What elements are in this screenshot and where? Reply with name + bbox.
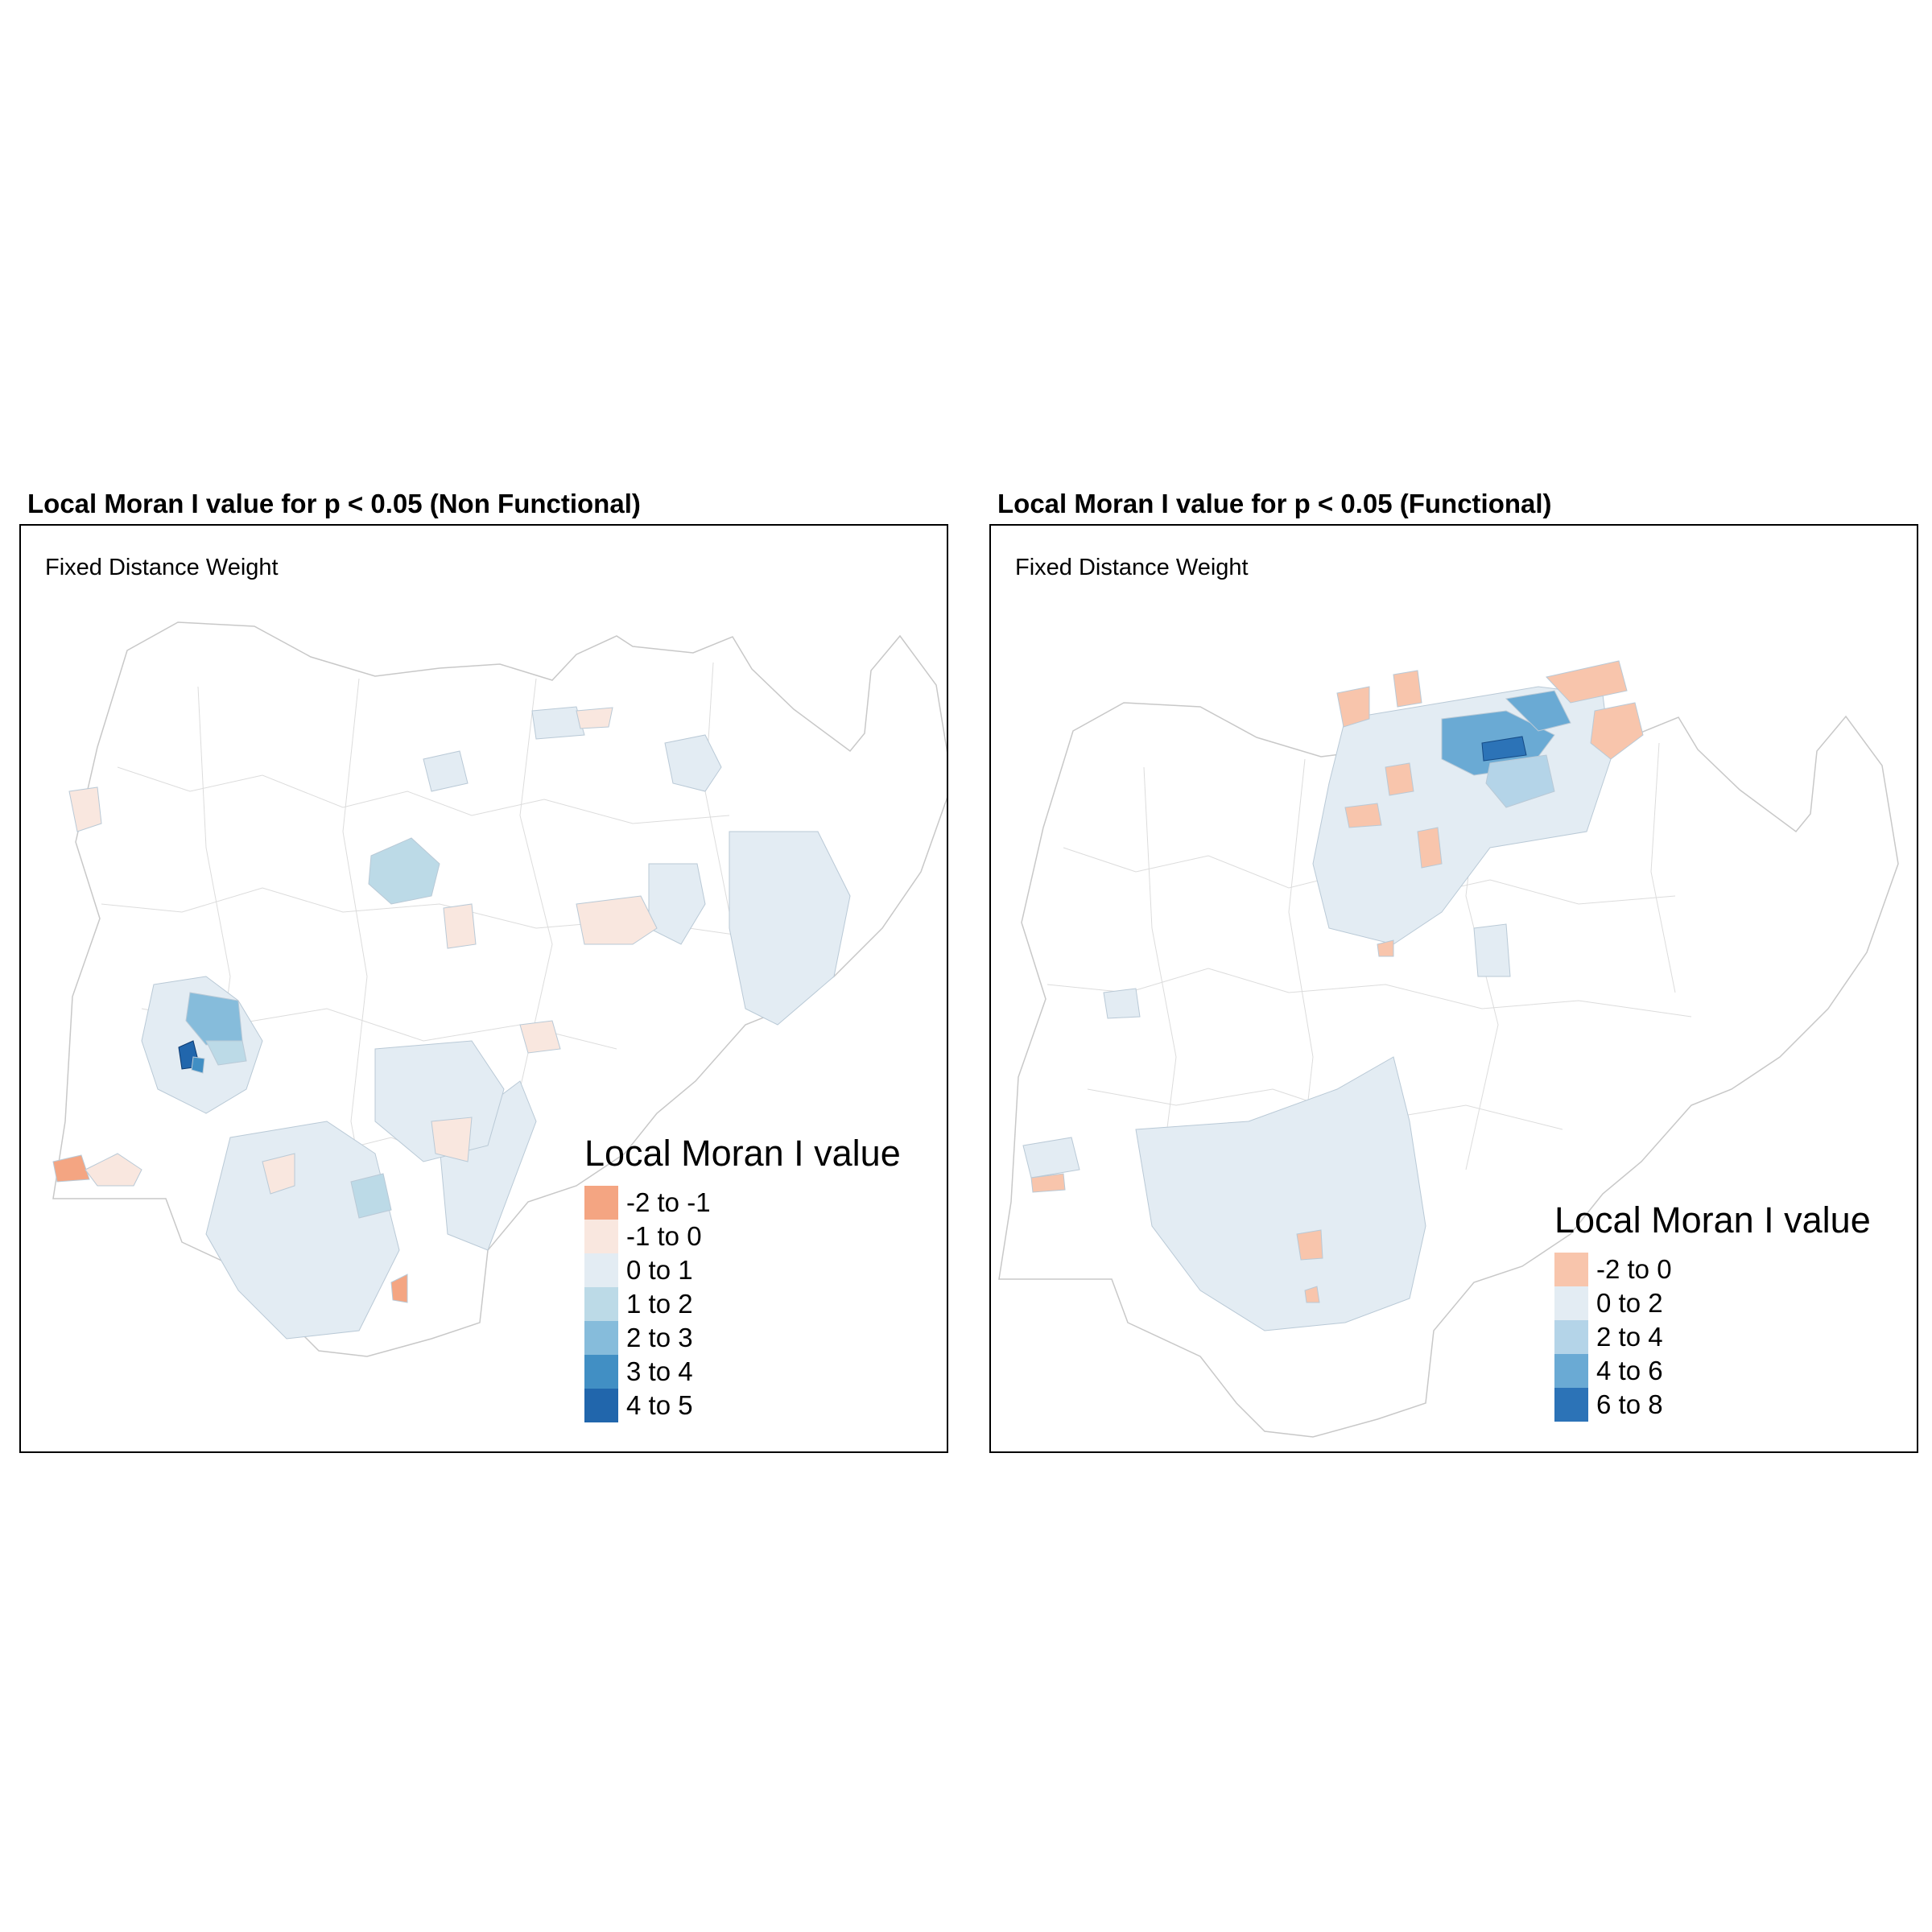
region-hotspot <box>1481 736 1527 762</box>
legend-swatch <box>584 1287 618 1321</box>
shaded-lgas <box>52 706 851 1340</box>
legend-label: 2 to 3 <box>626 1323 693 1352</box>
legend-swatch <box>584 1389 618 1422</box>
legend-swatch <box>584 1355 618 1389</box>
region-hotspot-2 <box>191 1056 205 1074</box>
legend-label: 3 to 4 <box>626 1356 693 1386</box>
legend-swatch <box>584 1186 618 1220</box>
legend-functional: Local Moran I value -2 to 0 0 to 2 2 to … <box>1554 1202 1871 1422</box>
legend-item: 4 to 5 <box>584 1389 901 1422</box>
legend-swatch <box>584 1321 618 1355</box>
panel-title-functional: Local Moran I value for p < 0.05 (Functi… <box>997 489 1552 518</box>
legend-item: 2 to 4 <box>1554 1320 1871 1354</box>
choropleth-map-non-functional <box>52 621 947 1357</box>
choropleth-map-functional <box>998 660 1899 1438</box>
map-frame-non-functional: Fixed Distance Weight <box>19 524 948 1453</box>
legend-item: 2 to 3 <box>584 1321 901 1355</box>
region-west-mid <box>205 1040 247 1066</box>
legend-item: 3 to 4 <box>584 1355 901 1389</box>
legend-swatch <box>1554 1388 1588 1422</box>
map-subtitle: Fixed Distance Weight <box>1015 555 1249 580</box>
legend-item: 0 to 2 <box>1554 1286 1871 1320</box>
shaded-lgas <box>1022 660 1644 1331</box>
region-south-cluster <box>205 1121 400 1340</box>
legend-title: Local Moran I value <box>1554 1199 1871 1241</box>
legend-item: 1 to 2 <box>584 1287 901 1321</box>
legend-label: -2 to -1 <box>626 1187 711 1217</box>
map-frame-functional: Fixed Distance Weight <box>989 524 1918 1453</box>
region-south-cluster <box>1135 1056 1426 1331</box>
legend-item: -2 to -1 <box>584 1186 901 1220</box>
region-northcentral-high <box>368 837 440 905</box>
region-northeast <box>664 734 722 792</box>
legend-title: Local Moran I value <box>584 1133 901 1174</box>
legend-item: 0 to 1 <box>584 1253 901 1287</box>
map-subtitle: Fixed Distance Weight <box>45 555 279 580</box>
region-east <box>729 831 851 1026</box>
legend-label: -2 to 0 <box>1596 1254 1672 1284</box>
region-southwest-neg <box>52 1154 90 1183</box>
region-central <box>374 1040 505 1162</box>
legend-swatch <box>1554 1286 1588 1320</box>
panel-title-non-functional: Local Moran I value for p < 0.05 (Non Fu… <box>27 489 641 518</box>
legend-item: -1 to 0 <box>584 1220 901 1253</box>
legend-item: 6 to 8 <box>1554 1388 1871 1422</box>
legend-label: 0 to 2 <box>1596 1288 1663 1318</box>
legend-swatch <box>584 1253 618 1287</box>
legend-item: -2 to 0 <box>1554 1253 1871 1286</box>
legend-item: 4 to 6 <box>1554 1354 1871 1388</box>
legend-label: 4 to 5 <box>626 1390 693 1420</box>
legend-swatch <box>1554 1354 1588 1388</box>
legend-label: 0 to 1 <box>626 1255 693 1285</box>
legend-label: 6 to 8 <box>1596 1389 1663 1419</box>
legend-swatch <box>1554 1253 1588 1286</box>
legend-label: 1 to 2 <box>626 1289 693 1319</box>
legend-label: -1 to 0 <box>626 1221 702 1251</box>
legend-swatch <box>1554 1320 1588 1354</box>
legend-label: 2 to 4 <box>1596 1322 1663 1352</box>
legend-swatch <box>584 1220 618 1253</box>
legend-non-functional: Local Moran I value -2 to -1 -1 to 0 0 t… <box>584 1135 901 1422</box>
legend-label: 4 to 6 <box>1596 1356 1663 1385</box>
